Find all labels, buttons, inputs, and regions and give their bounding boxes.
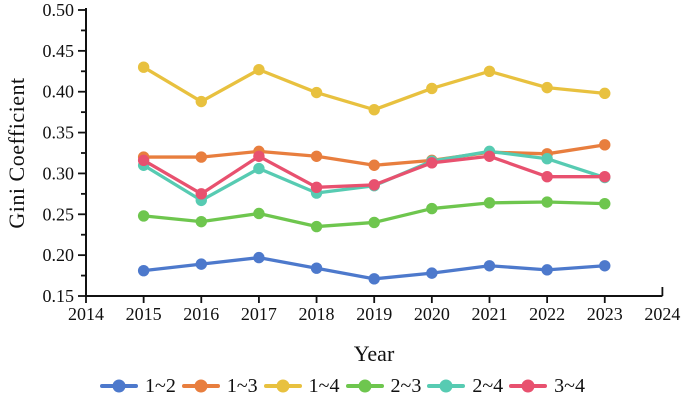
data-point [541,264,553,276]
y-tick-label: 0.30 [43,163,75,183]
legend-dot-icon [112,379,126,393]
legend-line-marker-icon [263,379,302,393]
series-line [141,65,607,112]
x-tick-label: 2019 [356,304,392,324]
legend-line-marker-icon [427,379,466,393]
series-3-4 [137,150,611,200]
legend-dot-icon [521,379,535,393]
y-axis-title: Gini Coefficient [4,77,29,229]
data-point [483,260,496,272]
legend-item-3-4: 3~4 [509,376,585,396]
x-tick-label: 2016 [183,304,219,324]
data-point [541,81,553,94]
x-tick-label: 2017 [241,304,277,324]
legend-label: 1~3 [226,375,258,397]
x-axis-title: Year [353,341,395,366]
series-1-4 [137,61,611,116]
data-point [253,207,265,220]
data-point [599,260,611,272]
data-point [253,162,265,175]
data-point [483,197,496,209]
x-tick-label: 2023 [587,304,623,324]
data-point [426,82,438,95]
x-tick-label: 2022 [529,304,565,324]
y-tick-label: 0.35 [43,123,75,143]
x-tick-label: 2020 [414,304,450,324]
data-point [426,267,438,279]
y-tick-label: 0.15 [43,286,75,306]
y-tick-label: 0.50 [43,0,75,20]
data-point [541,153,553,165]
legend-label: 3~4 [554,375,585,397]
data-point [253,251,265,264]
y-tick-label: 0.25 [43,204,75,224]
data-point [599,170,611,183]
data-point [195,95,207,108]
legend-item-1-2: 1~2 [100,376,176,396]
legend-dot-icon [439,379,453,393]
data-point [599,139,611,151]
series-2-3 [137,196,611,233]
x-tick-label: 2018 [299,304,335,324]
data-point [310,150,323,162]
data-point [195,188,207,200]
data-point [368,216,380,229]
legend-label: 1~2 [145,375,176,397]
series-1-2 [137,251,611,285]
data-point [310,220,323,233]
data-point [253,150,265,162]
x-tick-label: 2015 [126,304,162,324]
data-point [137,154,150,167]
line-chart: 0.15 0.20 0.25 0.30 0.35 0.40 0.45 0.50 2014 2015… [43,0,681,324]
x-tick-label: 2014 [68,304,104,324]
legend-item-1-3: 1~3 [181,375,258,397]
data-point [310,86,323,99]
legend-dot-icon [194,379,208,393]
data-point [599,87,611,100]
y-tick-label: 0.20 [43,245,75,265]
y-tick-label: 0.40 [43,82,75,102]
data-point [368,273,380,285]
chart-legend: 1~2 1~3 1~4 2~3 2~4 3~4 [0,372,685,400]
data-point [310,181,323,194]
data-point [310,262,323,274]
x-tick-label: 2021 [471,304,507,324]
data-point [137,264,150,277]
legend-item-2-3: 2~3 [345,375,422,397]
data-point [137,210,150,222]
legend-item-2-4: 2~4 [427,376,503,396]
legend-line-marker-icon [345,379,384,393]
data-point [426,157,438,169]
series-1-3 [137,139,611,171]
legend-line-marker-icon [100,379,139,393]
legend-dot-icon [358,379,371,393]
legend-dot-icon [276,379,290,393]
legend-line-marker-icon [509,379,548,393]
legend-label: 2~3 [390,375,422,397]
data-point [195,151,207,163]
legend-line-marker-icon [181,379,220,393]
y-tick-label: 0.45 [43,41,75,61]
series-line [141,149,607,203]
data-point [195,258,207,270]
data-point [483,65,496,77]
data-point [483,150,496,162]
x-tick-label: 2024 [644,304,680,324]
data-point [368,103,380,116]
data-point [195,215,207,228]
axes [78,8,664,303]
data-point [137,61,150,73]
legend-item-1-4: 1~4 [263,375,340,397]
data-point [541,170,553,183]
data-point [541,196,553,208]
data-point [426,202,438,215]
legend-label: 1~4 [308,375,340,397]
data-point [368,179,380,191]
data-point [599,197,611,210]
legend-label: 2~4 [472,375,504,397]
data-point [253,63,265,76]
data-point [368,159,380,171]
